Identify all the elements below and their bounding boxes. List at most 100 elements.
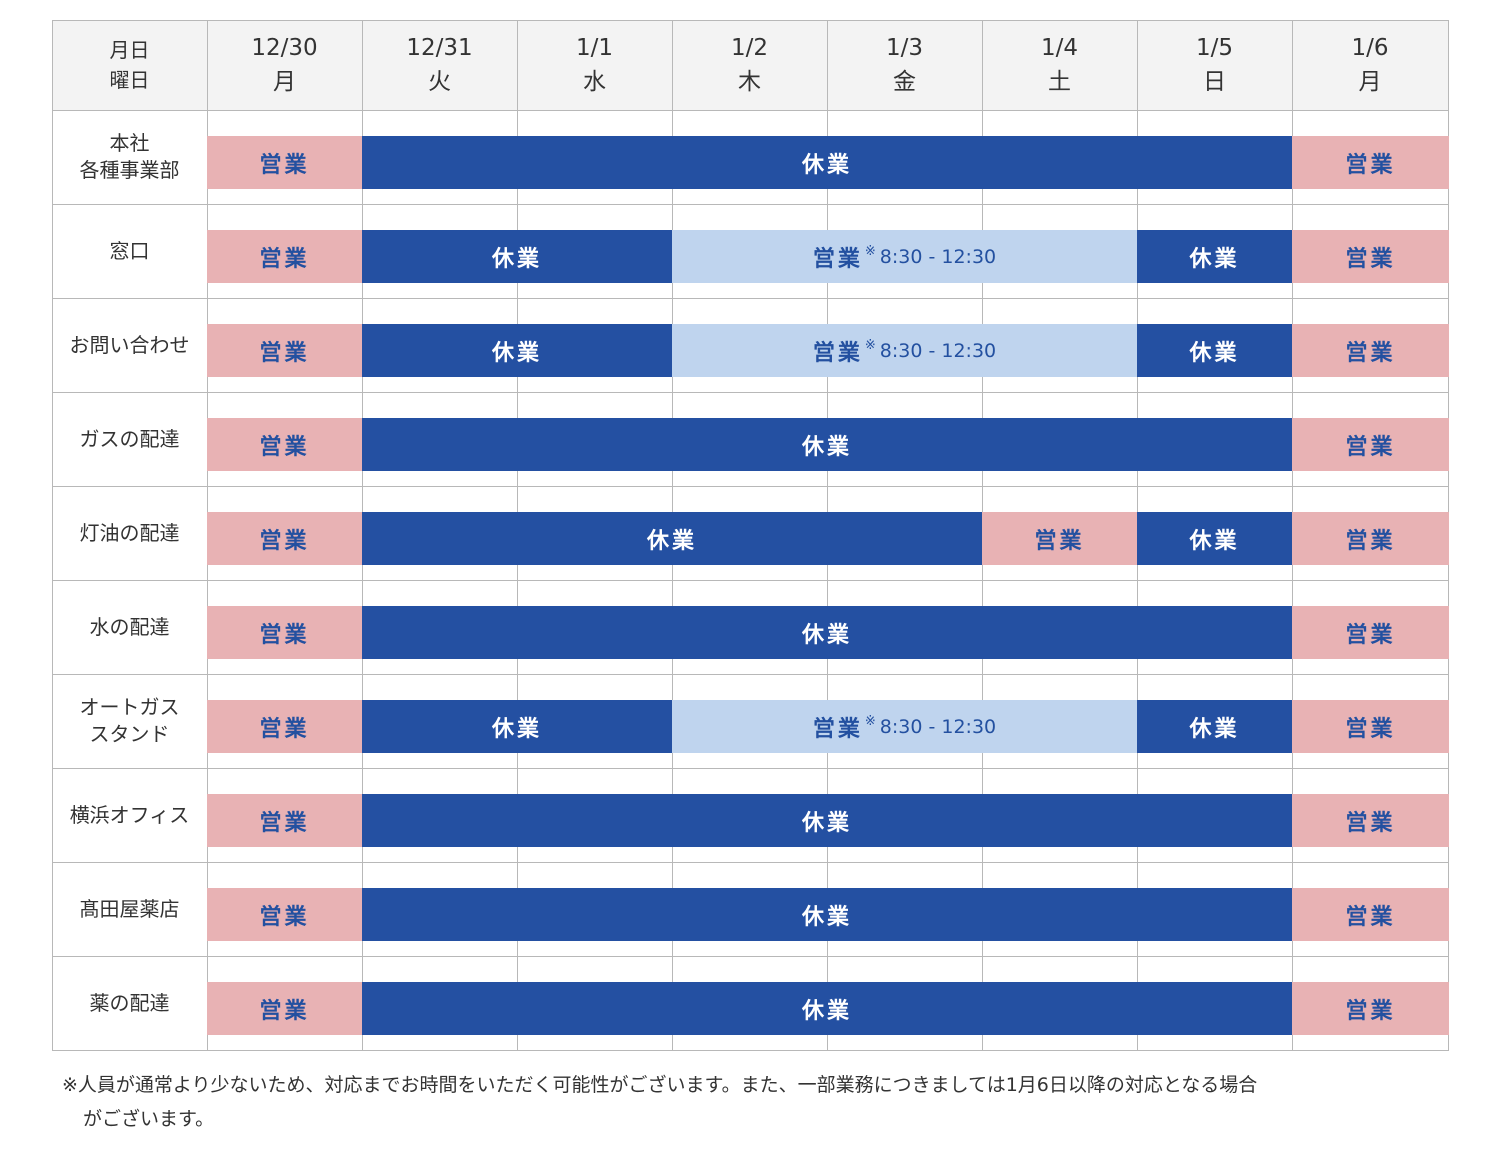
footnote-line-1: ※人員が通常より少ないため、対応までお時間をいただく可能性がございます。また、一… — [62, 1074, 1258, 1096]
header-day: 1/2 木 — [672, 20, 827, 110]
status-label: 休業 — [801, 434, 852, 460]
row-label: 本社 各種事業部 — [79, 131, 180, 182]
status-bar-open: 営業 — [207, 136, 362, 189]
grid-hline — [52, 110, 1449, 111]
status-bar-closed: 休業 — [1137, 700, 1292, 753]
header-date: 12/30 — [251, 35, 318, 61]
status-label: 営業 — [259, 904, 310, 930]
header-date: 1/5 — [1195, 35, 1233, 61]
status-label: 営業 — [259, 998, 310, 1024]
status-label: 営業 — [1345, 622, 1396, 648]
status-bar-partial: 営業 ※ 8:30 - 12:30 — [672, 230, 1137, 283]
row-label: 水の配達 — [89, 614, 170, 639]
note-mark: ※ — [864, 244, 876, 259]
status-bar-open: 営業 — [207, 982, 362, 1035]
status-bar-closed: 休業 — [1137, 324, 1292, 377]
status-bar-closed: 休業 — [362, 136, 1292, 189]
footnote: ※人員が通常より少ないため、対応までお時間をいただく可能性がございます。また、一… — [62, 1068, 1452, 1136]
status-label: 休業 — [801, 904, 852, 930]
header-date: 1/6 — [1351, 35, 1389, 61]
header-weekday: 土 — [1048, 69, 1071, 95]
header-date: 12/31 — [406, 35, 473, 61]
row-label: 髙田屋薬店 — [79, 896, 180, 921]
row-label: オートガス スタンド — [79, 695, 180, 746]
status-label: 営業 — [259, 434, 310, 460]
status-label: 休業 — [491, 246, 542, 272]
status-bar-open: 営業 — [1292, 888, 1449, 941]
status-bar-open: 営業 — [1292, 324, 1449, 377]
header-day: 1/5 日 — [1137, 20, 1292, 110]
note-mark: ※ — [864, 714, 876, 729]
header-date: 1/1 — [575, 35, 613, 61]
row-label: ガスの配達 — [79, 426, 180, 451]
status-bar-closed: 休業 — [362, 606, 1292, 659]
status-bar-open: 営業 — [207, 512, 362, 565]
hours-text: 8:30 - 12:30 — [879, 339, 997, 362]
status-bar-open: 営業 — [207, 606, 362, 659]
status-label: 営業 — [1345, 716, 1396, 742]
header-corner: 月日 曜日 — [52, 20, 207, 110]
grid-hline — [52, 956, 1449, 957]
status-label: 休業 — [801, 622, 852, 648]
footnote-line-2: がございます。 — [83, 1108, 215, 1130]
status-bar-open: 営業 — [1292, 700, 1449, 753]
corner-date-label: 月日 — [109, 38, 150, 62]
status-label: 休業 — [801, 998, 852, 1024]
grid-hline — [52, 674, 1449, 675]
header-date: 1/4 — [1040, 35, 1078, 61]
status-bar-closed: 休業 — [1137, 230, 1292, 283]
status-label: 営業 — [259, 340, 310, 366]
header-weekday: 月 — [1358, 69, 1382, 95]
status-bar-open: 営業 — [1292, 136, 1449, 189]
grid-hline — [52, 580, 1449, 581]
status-label: 営業 — [259, 152, 310, 178]
status-bar-closed: 休業 — [362, 512, 982, 565]
header-weekday: 日 — [1203, 69, 1226, 95]
header-date: 1/3 — [885, 35, 923, 61]
status-bar-open: 営業 — [1292, 418, 1449, 471]
status-label: 休業 — [646, 528, 697, 554]
header-day: 1/4 土 — [982, 20, 1137, 110]
status-bar-open: 営業 — [982, 512, 1137, 565]
status-bar-open: 営業 — [1292, 512, 1449, 565]
holiday-schedule-table: 月日 曜日 12/30 月 12/31 火 1/1 水 1/2 木 1/3 金 1/4 土 1/5 日 1/6 月… — [52, 20, 1449, 1051]
status-label: 営業 — [1345, 528, 1396, 554]
header-day: 12/31 火 — [362, 20, 517, 110]
hours-text: 8:30 - 12:30 — [879, 245, 997, 268]
header-day: 1/6 月 — [1292, 20, 1448, 110]
grid-hline — [52, 768, 1449, 769]
note-mark: ※ — [864, 338, 876, 353]
status-bar-closed: 休業 — [1137, 512, 1292, 565]
status-label: 営業 — [1345, 152, 1396, 178]
status-label: 休業 — [491, 340, 542, 366]
status-bar-closed: 休業 — [362, 888, 1292, 941]
status-bar-partial: 営業 ※ 8:30 - 12:30 — [672, 324, 1137, 377]
status-bar-open: 営業 — [207, 794, 362, 847]
status-bar-closed: 休業 — [362, 982, 1292, 1035]
header-date: 1/2 — [730, 35, 768, 61]
row-label: 横浜オフィス — [69, 802, 190, 827]
status-bar-open: 営業 — [1292, 794, 1449, 847]
status-label: 休業 — [801, 152, 852, 178]
status-bar-open: 営業 — [1292, 230, 1449, 283]
grid-hline — [52, 392, 1449, 393]
status-label: 営業 — [1034, 528, 1085, 554]
status-label: 営業 — [1345, 434, 1396, 460]
status-label: 休業 — [1189, 246, 1240, 272]
status-bar-closed: 休業 — [362, 418, 1292, 471]
status-bar-open: 営業 — [1292, 606, 1449, 659]
header-day: 1/3 金 — [827, 20, 982, 110]
status-label: 休業 — [1189, 528, 1240, 554]
status-bar-open: 営業 — [207, 888, 362, 941]
status-bar-open: 営業 — [207, 324, 362, 377]
status-bar-closed: 休業 — [362, 700, 672, 753]
status-label: 休業 — [1189, 716, 1240, 742]
row-label: お問い合わせ — [69, 332, 190, 357]
status-label: 営業 — [1345, 340, 1396, 366]
corner-weekday-label: 曜日 — [109, 68, 150, 92]
status-label: 営業 — [812, 340, 863, 366]
status-label: 営業 — [812, 716, 863, 742]
header-day: 12/30 月 — [207, 20, 362, 110]
status-bar-closed: 休業 — [362, 324, 672, 377]
row-label: 窓口 — [109, 238, 150, 263]
